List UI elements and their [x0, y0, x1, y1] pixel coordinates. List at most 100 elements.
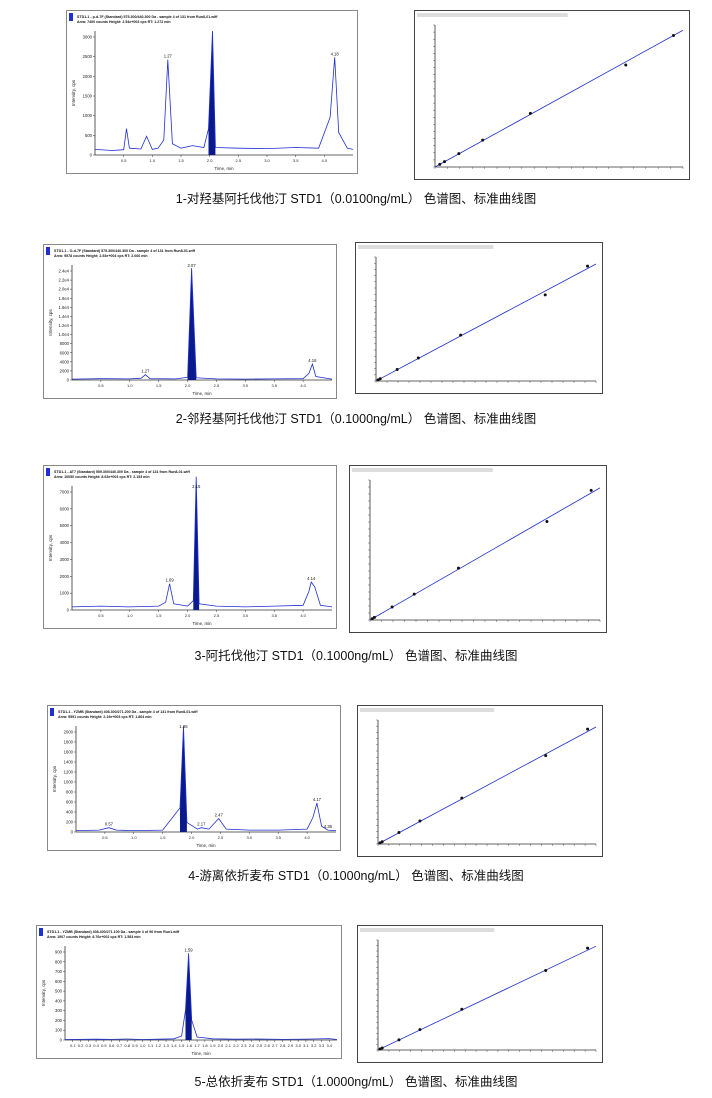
- y-tick-label: 1.0e4: [59, 332, 70, 337]
- calibration-point: [528, 111, 532, 115]
- integrated-peak-area: [208, 31, 216, 155]
- x-tick-label: 1.3: [163, 1043, 169, 1048]
- x-tick-label: 2.0: [185, 613, 191, 618]
- peak-label: 1.69: [166, 578, 175, 583]
- x-tick-label: 4.0: [304, 835, 310, 840]
- y-tick-label: 100: [55, 1028, 63, 1033]
- y-tick-label: 0: [90, 153, 93, 158]
- y-tick-label: 1500: [83, 94, 93, 99]
- chromatogram-trace: [75, 726, 337, 832]
- chromatogram-5: STD1-1 - YZMB (Standard) 408.400/271.100…: [36, 925, 342, 1059]
- x-tick-label: 0.5: [101, 1043, 107, 1048]
- x-tick-label: 1.9: [210, 1043, 216, 1048]
- y-tick-label: 900: [55, 950, 63, 955]
- y-tick-label: 1.4e4: [59, 314, 70, 319]
- integrated-peak-area: [180, 726, 187, 832]
- y-tick-label: 0: [67, 378, 70, 383]
- peak-label: 1.59: [184, 947, 193, 952]
- calibration-point: [481, 138, 485, 142]
- calibration-point: [443, 160, 447, 164]
- calibration-point: [372, 615, 376, 619]
- x-tick-label: 2.9: [288, 1043, 294, 1048]
- series-swatch-icon: [50, 708, 54, 716]
- y-axis-label: Intensity, cps: [48, 309, 53, 336]
- x-tick-label: 0.5: [98, 613, 104, 618]
- y-axis-label: Intensity, cps: [52, 765, 57, 792]
- integrated-peak-area: [187, 268, 197, 380]
- x-tick-label: 1.2: [155, 1043, 161, 1048]
- figure-row-4: STD1-1 - YZMB (Standard) 408.300/271.200…: [0, 705, 712, 890]
- y-tick-label: 1800: [64, 740, 74, 745]
- x-tick-label: 1.1: [148, 1043, 154, 1048]
- peak-label: 1.27: [141, 369, 150, 374]
- calibration-point: [397, 831, 401, 835]
- y-tick-label: 700: [55, 969, 63, 974]
- y-tick-label: 0: [60, 1038, 63, 1043]
- chromatogram-header-line1: STD1-1 - O-d-7F (Standard) 575.300/440.3…: [54, 249, 196, 253]
- calibration-point: [378, 377, 382, 381]
- chromatogram-trace: [64, 953, 338, 1040]
- calibration-point: [586, 727, 590, 731]
- peak-label: 4.36: [324, 824, 333, 829]
- chromatogram-header-line2: Area: 10050 counts Height: 8.63e+003 cps…: [54, 475, 150, 479]
- regression-line: [377, 945, 597, 1051]
- x-tick-label: 1.6: [187, 1043, 193, 1048]
- x-axis-label: Time, min: [191, 1051, 211, 1056]
- y-tick-label: 1600: [64, 750, 74, 755]
- y-tick-label: 800: [66, 790, 74, 795]
- x-tick-label: 1.0: [140, 1043, 146, 1048]
- x-tick-label: 3.4: [326, 1043, 332, 1048]
- calibration-point: [544, 969, 548, 973]
- integrated-peak-area: [185, 953, 192, 1040]
- x-tick-label: 0.7: [117, 1043, 123, 1048]
- x-tick-label: 3.0: [264, 158, 270, 163]
- series-swatch-icon: [39, 928, 43, 936]
- peak-label: 4.17: [313, 797, 322, 802]
- chromatogram-header-line1: STD1-1 - YZMB (Standard) 408.400/271.100…: [47, 930, 180, 934]
- y-tick-label: 6000: [60, 350, 70, 355]
- series-swatch-icon: [46, 468, 50, 476]
- x-tick-label: 3.0: [243, 613, 249, 618]
- x-tick-label: 4.0: [322, 158, 328, 163]
- x-tick-label: 2.5: [236, 158, 242, 163]
- figure-caption-4: 4-游离依折麦布 STD1（0.1000ng/mL） 色谱图、标准曲线图: [188, 869, 524, 883]
- x-tick-label: 3.3: [319, 1043, 325, 1048]
- peak-label: 2.15: [192, 484, 201, 489]
- x-axis-label: Time, min: [214, 166, 234, 171]
- y-tick-label: 600: [55, 979, 63, 984]
- calibration-header-bar: [358, 245, 494, 249]
- x-tick-label: 1.8: [202, 1043, 208, 1048]
- x-tick-label: 2.5: [214, 613, 220, 618]
- calibration-point: [370, 617, 374, 621]
- x-tick-label: 2.7: [272, 1043, 278, 1048]
- figure-row-3: STD1-1 - AT7 (Standard) 559.300/440.300 …: [0, 465, 712, 665]
- y-tick-label: 4000: [60, 359, 70, 364]
- calibration-point: [460, 1007, 464, 1011]
- x-tick-label: 1.4: [171, 1043, 177, 1048]
- x-tick-label: 2.1: [225, 1043, 231, 1048]
- x-tick-label: 2.5: [257, 1043, 263, 1048]
- y-tick-label: 1000: [64, 780, 74, 785]
- peak-label: 4.14: [307, 576, 316, 581]
- peak-label: 2.47: [215, 813, 224, 818]
- x-tick-label: 1.0: [127, 613, 133, 618]
- y-tick-label: 1400: [64, 760, 74, 765]
- y-tick-label: 3000: [60, 557, 70, 562]
- chromatogram-2: STD1-1 - O-d-7F (Standard) 575.300/440.3…: [43, 244, 337, 399]
- calibration-curve-5: [357, 925, 603, 1063]
- y-tick-label: 1.6e4: [59, 305, 70, 310]
- calibration-point: [412, 592, 416, 596]
- x-axis-label: Time, min: [192, 621, 212, 626]
- figure-caption-1: 1-对羟基阿托伐他汀 STD1（0.0100ng/mL） 色谱图、标准曲线图: [175, 192, 537, 206]
- calibration-point: [380, 1046, 384, 1050]
- chromatogram-header-line2: Area: 1907 counts Height: 8.76e+002 cps …: [47, 935, 141, 939]
- x-tick-label: 2.5: [218, 835, 224, 840]
- x-tick-label: 3.5: [271, 383, 277, 388]
- chromatogram-header-line1: STD1-1 - YZMB (Standard) 408.300/271.200…: [58, 710, 198, 714]
- x-tick-label: 2.3: [241, 1043, 247, 1048]
- calibration-curve-4: [357, 705, 603, 857]
- peak-label: 1.86: [179, 724, 188, 729]
- x-tick-label: 0.3: [86, 1043, 92, 1048]
- y-tick-label: 4000: [60, 540, 70, 545]
- calibration-header-bar: [360, 928, 495, 932]
